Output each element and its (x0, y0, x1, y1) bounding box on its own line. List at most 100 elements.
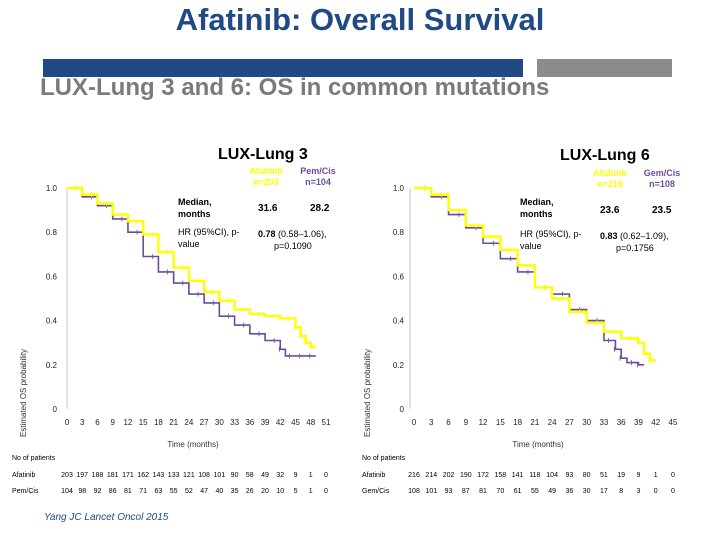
risk-table-cell: 172 (477, 472, 489, 479)
risk-row-label: Afatinib (12, 472, 36, 479)
title-accent-bar-gray (537, 59, 672, 77)
risk-table-cell: 55 (169, 488, 178, 495)
risk-table-cell: 188 (91, 472, 104, 479)
x-tick-label: 33 (599, 418, 608, 427)
risk-table-cell: 81 (124, 488, 132, 495)
arm-b-n: n=108 (649, 179, 675, 189)
risk-table-cell: 1 (308, 472, 313, 479)
risk-table-cell: 108 (408, 488, 420, 495)
risk-table-cell: 118 (529, 472, 541, 479)
x-tick-label: 48 (306, 418, 315, 427)
risk-table-cell: 47 (200, 488, 208, 495)
x-tick-label: 15 (139, 418, 148, 427)
arm-a-label: Afatinib (593, 168, 627, 178)
risk-table-cell: 158 (494, 472, 507, 479)
arm-a-label: Afatinib (249, 166, 283, 176)
x-tick-label: 51 (322, 418, 331, 427)
x-tick-label: 12 (479, 418, 488, 427)
risk-table-cell: 52 (184, 488, 193, 495)
slide-subtitle: LUX-Lung 3 and 6: OS in common mutations (40, 74, 550, 101)
risk-table-cell: 49 (261, 472, 269, 479)
arm-b-n: n=104 (305, 177, 331, 187)
hr-value-block: 0.83 (0.62–1.09), p=0.1756 (600, 230, 712, 254)
svg-text:Estimated OS probability: Estimated OS probability (19, 349, 28, 437)
y-tick-label: 0.4 (393, 317, 405, 326)
risk-table-cell: 202 (442, 472, 455, 479)
x-tick-label: 27 (200, 418, 209, 427)
risk-table-cell: 81 (479, 488, 487, 495)
km-chart-lux-lung-6: Estimated OS probability 0 0.2 0.4 0.6 0.8 1.… (363, 184, 678, 449)
citation: Yang JC Lancet Oncol 2015 (44, 512, 169, 523)
risk-table-cell: 10 (276, 488, 285, 495)
x-tick-label: 0 (412, 418, 417, 427)
risk-table-cell: 5 (293, 488, 298, 495)
y-tick-label: 0.6 (46, 272, 58, 281)
x-axis-title: Time (months) (512, 440, 564, 449)
risk-table-cell: 0 (324, 488, 328, 495)
risk-table-cell: 0 (324, 472, 328, 479)
risk-table-cell: 104 (61, 488, 73, 495)
risk-table-cell: 80 (582, 472, 591, 479)
p-value: p=0.1756 (616, 243, 654, 253)
risk-table-cell: 133 (167, 472, 180, 479)
risk-row-label: Gem/Cis (362, 488, 390, 495)
risk-table-cell: 19 (617, 472, 626, 479)
x-tick-label: 18 (154, 418, 163, 427)
x-tick-label: 36 (245, 418, 254, 427)
risk-table-cell: 190 (459, 472, 472, 479)
risk-table-cell: 71 (139, 488, 148, 495)
risk-table-cell: 1 (308, 488, 313, 495)
risk-table-cell: 181 (106, 472, 119, 479)
slide-title: Afatinib: Overall Survival (175, 2, 545, 37)
median-label: Median, months (178, 196, 238, 220)
hr-ci: (0.62–1.09), (617, 231, 669, 241)
risk-table-cell: 101 (213, 472, 226, 479)
arm-a-header: Afatinib n=216 (588, 168, 632, 190)
x-tick-label: 36 (617, 418, 626, 427)
arm-b-header: Pem/Cis n=104 (296, 166, 340, 188)
km-curve-pem-cis (67, 187, 316, 357)
km-curve-afatinib (414, 186, 656, 362)
risk-table-cell: 0 (671, 472, 675, 479)
y-tick-label: 0 (400, 405, 405, 414)
median-label: Median, months (520, 196, 580, 220)
arm-b-label: Pem/Cis (300, 166, 336, 176)
p-value: p=0.1090 (274, 241, 312, 251)
risk-table-cell: 92 (93, 488, 102, 495)
x-tick-label: 21 (169, 418, 178, 427)
risk-table-cell: 90 (230, 472, 239, 479)
risk-table-cell: 216 (408, 472, 420, 479)
risk-table-cell: 17 (600, 488, 608, 495)
y-tick-label: 0.8 (393, 228, 405, 237)
risk-table-cell: 26 (245, 488, 254, 495)
x-tick-label: 9 (110, 418, 115, 427)
risk-table-cell: 197 (76, 472, 89, 479)
risk-table-cell: 40 (215, 488, 224, 495)
median-a-value: 31.6 (258, 203, 278, 214)
chart-title-lux-lung-3: LUX-Lung 3 (218, 146, 308, 163)
x-tick-label: 42 (651, 418, 660, 427)
x-tick-label: 6 (446, 418, 451, 427)
hr-value: 0.83 (600, 231, 618, 241)
x-tick-label: 24 (548, 418, 557, 427)
risk-table-cell: 55 (530, 488, 539, 495)
x-tick-label: 42 (276, 418, 285, 427)
chart-title-lux-lung-6: LUX-Lung 6 (560, 147, 650, 164)
risk-table-cell: 63 (154, 488, 163, 495)
risk-table-cell: 30 (582, 488, 591, 495)
title-accent-bar (43, 59, 523, 77)
hr-ci: (0.58–1.06), (275, 229, 327, 239)
risk-table-cell: 101 (425, 488, 438, 495)
x-tick-label: 45 (291, 418, 300, 427)
x-tick-label: 0 (65, 418, 70, 427)
median-b-value: 23.5 (652, 205, 672, 216)
x-tick-label: 39 (634, 418, 643, 427)
risk-table-cell: 32 (276, 472, 285, 479)
y-axis-title: Estimated OS probability (363, 349, 372, 437)
risk-row-label: Afatinib (362, 472, 386, 479)
km-chart-lux-lung-3: Estimated OS probability 0 0.2 0.4 0.6 0.8 1.… (19, 184, 331, 449)
risk-table-cell: 108 (198, 472, 210, 479)
risk-table-cell: 35 (230, 488, 239, 495)
risk-table-cell: 93 (565, 472, 574, 479)
x-tick-label: 39 (261, 418, 270, 427)
